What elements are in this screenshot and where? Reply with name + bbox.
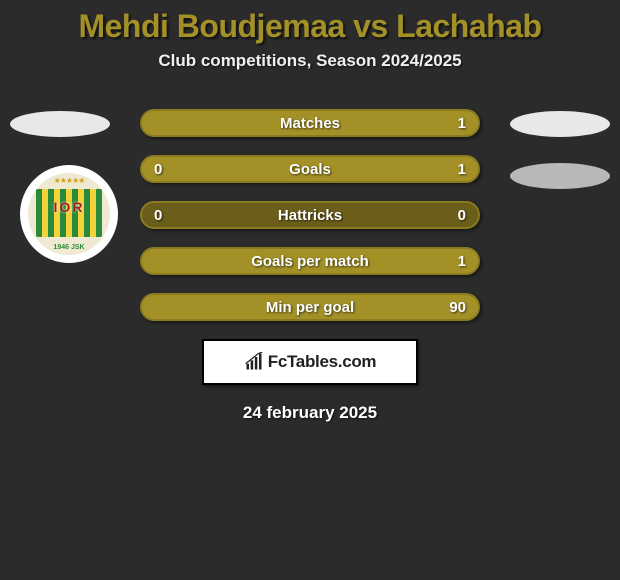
player2-shadow-icon xyxy=(510,163,610,189)
club-badge-inner: ★★★★★ IOR 1946 JSK xyxy=(28,173,110,255)
badge-bottom-text: 1946 JSK xyxy=(28,244,110,251)
stat-value-right: 90 xyxy=(428,299,478,316)
stat-row: 0Hattricks0 xyxy=(140,201,480,229)
stat-rows: Matches10Goals10Hattricks0Goals per matc… xyxy=(140,109,480,321)
club-badge-icon: ★★★★★ IOR 1946 JSK xyxy=(20,165,118,263)
source-logo: FcTables.com xyxy=(202,339,418,385)
badge-stars-icon: ★★★★★ xyxy=(28,176,110,185)
player1-name: Mehdi Boudjemaa xyxy=(78,8,344,44)
stat-label: Goals per match xyxy=(192,253,428,270)
bar-chart-icon xyxy=(244,352,264,372)
stat-row: Min per goal90 xyxy=(140,293,480,321)
stat-value-left: 0 xyxy=(142,161,192,178)
stat-label: Hattricks xyxy=(192,207,428,224)
stat-row: Goals per match1 xyxy=(140,247,480,275)
stat-value-right: 0 xyxy=(428,207,478,224)
stat-row: Matches1 xyxy=(140,109,480,137)
player2-name: Lachahab xyxy=(396,8,541,44)
logo-text: FcTables.com xyxy=(268,352,377,372)
stat-value-right: 1 xyxy=(428,115,478,132)
badge-top-text: IOR xyxy=(28,199,110,215)
stat-value-left: 0 xyxy=(142,207,192,224)
stat-label: Matches xyxy=(192,115,428,132)
stat-value-right: 1 xyxy=(428,253,478,270)
subtitle: Club competitions, Season 2024/2025 xyxy=(0,51,620,71)
stat-label: Goals xyxy=(192,161,428,178)
player2-oval-icon xyxy=(510,111,610,137)
stat-label: Min per goal xyxy=(192,299,428,316)
player1-oval-icon xyxy=(10,111,110,137)
vs-text: vs xyxy=(353,8,388,44)
stats-area: ★★★★★ IOR 1946 JSK Matches10Goals10Hattr… xyxy=(0,109,620,423)
page-title: Mehdi Boudjemaa vs Lachahab xyxy=(0,0,620,51)
comparison-card: Mehdi Boudjemaa vs Lachahab Club competi… xyxy=(0,0,620,580)
stat-value-right: 1 xyxy=(428,161,478,178)
stat-row: 0Goals1 xyxy=(140,155,480,183)
date-text: 24 february 2025 xyxy=(0,403,620,423)
